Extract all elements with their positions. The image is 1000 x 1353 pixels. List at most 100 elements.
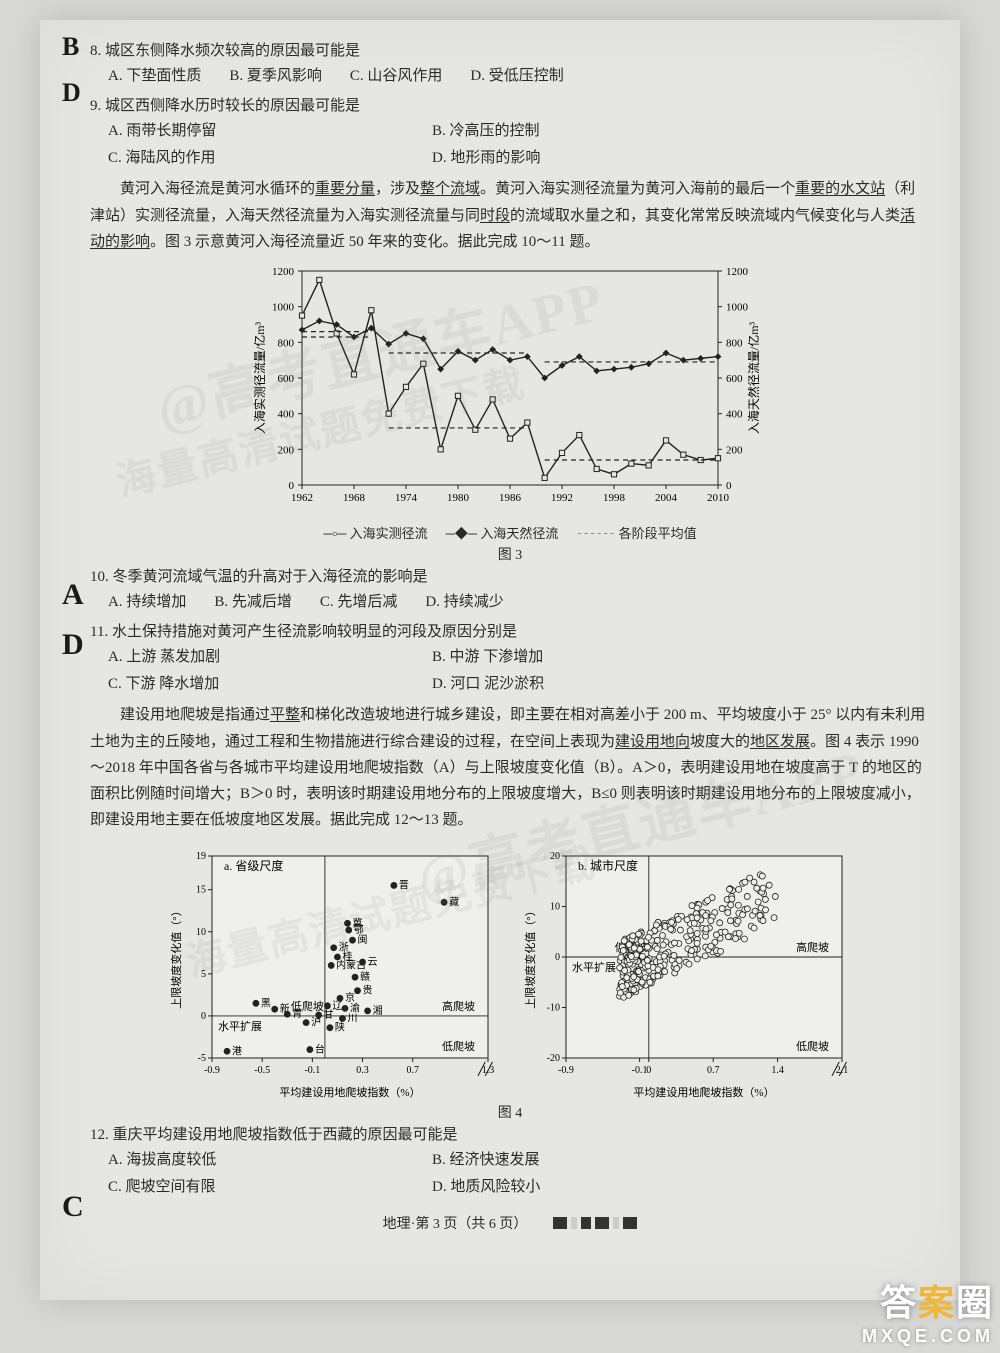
q9-opt-b: B. 冷高压的控制 (432, 120, 728, 143)
svg-text:陕: 陕 (335, 1020, 345, 1033)
svg-text:19: 19 (196, 851, 206, 862)
hand-answer-q10: A (62, 578, 84, 612)
chart-3-legend: ─▫─ 入海实测径流 ─◆─ 入海天然径流 ╌╌╌ 各阶段平均值 (323, 523, 696, 542)
svg-text:b. 城市尺度: b. 城市尺度 (578, 858, 638, 873)
q11-opt-a: A. 上游 蒸发加剧 (108, 646, 404, 669)
svg-text:上限坡度变化值（°）: 上限坡度变化值（°） (523, 905, 537, 1008)
svg-text:1998: 1998 (603, 492, 626, 504)
svg-text:800: 800 (278, 337, 295, 349)
svg-text:高爬坡: 高爬坡 (442, 998, 475, 1012)
svg-text:-0.5: -0.5 (254, 1065, 270, 1076)
svg-text:600: 600 (726, 373, 743, 385)
passage-slope: 建设用地爬坡是指通过平整和梯化改造坡地进行城乡建设，即主要在相对高差小于 200… (90, 702, 930, 833)
legend-natural: ─◆─ 入海天然径流 (446, 523, 559, 542)
svg-text:水平扩展: 水平扩展 (218, 1018, 262, 1032)
svg-text:京: 京 (345, 991, 355, 1004)
figure-3-caption: 图 3 (498, 544, 523, 564)
svg-text:200: 200 (278, 444, 295, 456)
legend-measured: ─▫─ 入海实测径流 (323, 523, 427, 542)
svg-text:云: 云 (368, 957, 378, 968)
svg-text:1000: 1000 (272, 302, 295, 314)
q9-opt-a: A. 雨带长期停留 (108, 120, 404, 143)
svg-text:0.3: 0.3 (356, 1065, 369, 1076)
svg-text:藏: 藏 (449, 896, 459, 908)
exam-page: @高考直通车APP 海量高清试题免费下载 @高考直通车APP 海量高清试题免费下… (40, 20, 960, 1300)
q10-options: A. 持续增加 B. 先减后增 C. 先增后减 D. 持续减少 (108, 591, 930, 614)
q10-opt-c: C. 先增后减 (320, 591, 398, 614)
svg-text:青: 青 (292, 1007, 302, 1020)
svg-text:0: 0 (201, 1010, 206, 1021)
question-12: 12. 重庆平均建设用地爬坡指数低于西藏的原因最可能是 A. 海拔高度较低 B.… (90, 1124, 930, 1200)
svg-text:湘: 湘 (373, 1003, 383, 1016)
brand-line2: MXQE.COM (862, 1326, 994, 1347)
svg-text:10: 10 (550, 901, 560, 912)
svg-text:入海实测径流量/亿m³: 入海实测径流量/亿m³ (252, 321, 267, 434)
svg-text:╱╱: ╱╱ (477, 1061, 493, 1076)
figure-3: 0020020040040060060080080010001000120012… (90, 261, 930, 564)
passage-rivers: 黄河入海径流是黄河水循环的重要分量，涉及整个流域。黄河入海实测径流量为黄河入海前… (90, 176, 930, 255)
svg-text:400: 400 (726, 409, 743, 421)
svg-text:低爬坡: 低爬坡 (796, 1040, 829, 1053)
q9-opt-d: D. 地形雨的影响 (432, 147, 728, 170)
svg-text:平均建设用地爬坡指数（%）: 平均建设用地爬坡指数（%） (633, 1085, 774, 1099)
svg-text:赣: 赣 (360, 970, 370, 983)
q12-opt-b: B. 经济快速发展 (432, 1149, 728, 1172)
q11-options: A. 上游 蒸发加剧 B. 中游 下渗增加 C. 下游 降水增加 D. 河口 泥… (108, 646, 728, 697)
q10-opt-d: D. 持续减少 (425, 591, 503, 614)
svg-text:1992: 1992 (551, 492, 573, 504)
q11-opt-c: C. 下游 降水增加 (108, 673, 404, 696)
barcode-icon (553, 1217, 637, 1229)
chart-4b-svg: -0.9-0.100.71.42.1-20-1001020平均建设用地爬坡指数（… (522, 840, 852, 1100)
svg-text:黑: 黑 (261, 997, 271, 1009)
svg-text:1200: 1200 (272, 266, 295, 278)
q8-options: A. 下垫面性质 B. 夏季风影响 C. 山谷风作用 D. 受低压控制 (108, 65, 930, 88)
svg-text:入海天然径流量/亿m³: 入海天然径流量/亿m³ (746, 321, 761, 434)
svg-text:1968: 1968 (343, 492, 366, 504)
svg-text:1000: 1000 (726, 302, 749, 314)
svg-text:贵: 贵 (363, 983, 373, 996)
question-10: 10. 冬季黄河流域气温的升高对于入海径流的影响是 A. 持续增加 B. 先减后… (90, 566, 930, 615)
hand-answer-q8: B (62, 32, 79, 62)
question-9: 9. 城区西侧降水历时较长的原因最可能是 A. 雨带长期停留 B. 冷高压的控制… (90, 95, 930, 171)
svg-text:闽: 闽 (358, 933, 368, 946)
hand-answer-q11: D (62, 628, 84, 662)
svg-text:5: 5 (201, 968, 206, 979)
q10-stem: 10. 冬季黄河流域气温的升高对于入海径流的影响是 (90, 566, 930, 589)
question-8: 8. 城区东侧降水频次较高的原因最可能是 A. 下垫面性质 B. 夏季风影响 C… (90, 40, 930, 89)
svg-text:-0.1: -0.1 (304, 1065, 320, 1076)
svg-text:1.4: 1.4 (771, 1065, 784, 1076)
footer-text: 地理·第 3 页（共 6 页） (383, 1213, 528, 1233)
svg-text:╱╱: ╱╱ (831, 1061, 847, 1076)
q10-opt-b: B. 先减后增 (214, 591, 292, 614)
svg-text:-5: -5 (198, 1053, 206, 1064)
q9-stem: 9. 城区西侧降水历时较长的原因最可能是 (90, 95, 930, 118)
svg-text:川: 川 (347, 1013, 357, 1024)
svg-text:1980: 1980 (447, 492, 470, 504)
svg-text:-20: -20 (547, 1053, 560, 1064)
svg-text:800: 800 (726, 337, 743, 349)
q8-opt-a: A. 下垫面性质 (108, 65, 201, 88)
svg-text:10: 10 (196, 926, 206, 937)
svg-text:0: 0 (555, 952, 560, 963)
svg-text:a. 省级尺度: a. 省级尺度 (224, 858, 283, 873)
svg-text:-10: -10 (547, 1002, 560, 1013)
q8-opt-b: B. 夏季风影响 (229, 65, 322, 88)
svg-text:上限坡度变化值（°）: 上限坡度变化值（°） (169, 905, 183, 1008)
svg-text:晋: 晋 (399, 879, 409, 891)
svg-text:平均建设用地爬坡指数（%）: 平均建设用地爬坡指数（%） (279, 1085, 420, 1099)
svg-text:-0.9: -0.9 (558, 1065, 574, 1076)
svg-text:0: 0 (289, 480, 295, 492)
svg-text:0.7: 0.7 (707, 1065, 720, 1076)
svg-text:1986: 1986 (499, 492, 522, 504)
chart-4a-svg: -0.9-0.5-0.10.30.71.3-505101519平均建设用地爬坡指… (168, 840, 498, 1100)
brand-watermark: 答案圈 MXQE.COM (862, 1274, 994, 1347)
svg-text:1974: 1974 (395, 492, 418, 504)
question-11: 11. 水土保持措施对黄河产生径流影响较明显的河段及原因分别是 A. 上游 蒸发… (90, 621, 930, 697)
svg-text:0.7: 0.7 (406, 1065, 419, 1076)
svg-text:1200: 1200 (726, 266, 749, 278)
q12-opt-a: A. 海拔高度较低 (108, 1149, 404, 1172)
svg-text:400: 400 (278, 409, 295, 421)
svg-text:桂: 桂 (342, 950, 352, 963)
q11-stem: 11. 水土保持措施对黄河产生径流影响较明显的河段及原因分别是 (90, 621, 930, 644)
svg-text:渝: 渝 (350, 1001, 360, 1014)
